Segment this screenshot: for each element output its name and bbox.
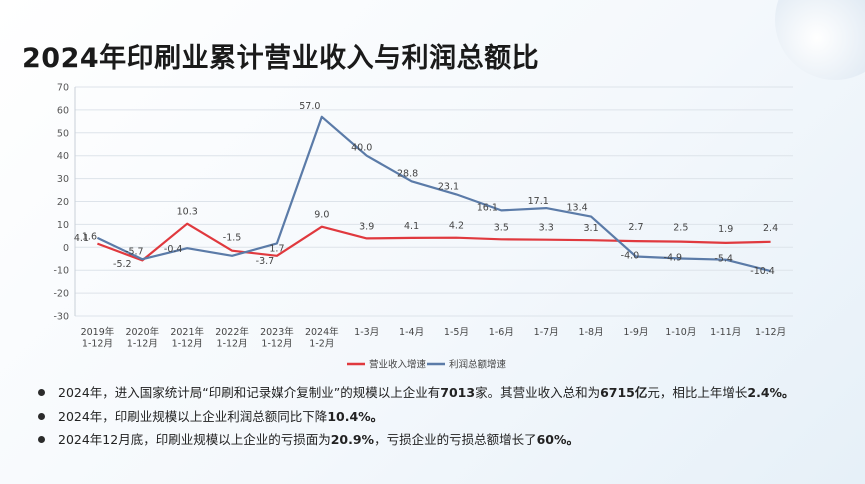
profit-data-label: 13.4 (566, 203, 587, 214)
profit-data-label: -4.0 (621, 250, 640, 261)
y-tick-label: -30 (53, 312, 69, 323)
profit-data-label: 4.1 (74, 233, 89, 244)
x-tick-label: 2020年 (125, 326, 159, 338)
bullet-dot-icon (38, 389, 45, 396)
y-tick-label: 60 (57, 105, 69, 116)
profit-data-label: -4.9 (664, 253, 683, 264)
bullet-dot-icon (38, 412, 45, 420)
x-tick-label: 1-8月 (579, 327, 604, 338)
page-title: 2024年印刷业累计营业收入与利润总额比 (22, 43, 540, 74)
profit-data-label: 1.7 (269, 243, 284, 254)
revenue-data-label: 1.6 (82, 232, 97, 243)
profit-data-label: 17.1 (528, 196, 549, 207)
revenue-data-label: 2.4 (763, 223, 778, 234)
y-tick-label: 70 (57, 83, 69, 94)
note-text: 2024年，进入国家统计局“印刷和记录媒介复制业”的规模以上企业有 (58, 385, 441, 400)
x-tick-label: 1-11月 (710, 327, 741, 338)
bullet-dot-icon (38, 436, 45, 443)
x-tick-label: 1-12月 (82, 339, 113, 350)
revenue-data-label: 2.5 (673, 223, 688, 234)
x-tick-label: 1-12月 (127, 339, 158, 350)
y-tick-label: 50 (57, 128, 69, 139)
revenue-data-label: -5.7 (125, 246, 144, 257)
revenue-data-label: 3.1 (584, 223, 599, 234)
note-text: 家。其营业收入总和为 (475, 385, 601, 400)
revenue-data-label: 3.3 (539, 223, 554, 234)
legend-label: 营业收入增速 (369, 359, 427, 371)
x-tick-label: 1-12月 (261, 339, 292, 350)
note-highlight: 7013 (440, 385, 476, 400)
note-item: 2024年，进入国家统计局“印刷和记录媒介复制业”的规模以上企业有7013家。其… (38, 381, 858, 405)
note-text: ，亏损企业的亏损总额增长了 (374, 432, 537, 447)
revenue-data-label: 4.1 (404, 221, 419, 232)
profit-data-label: 40.0 (351, 143, 372, 154)
x-tick-label: 2024年 (305, 326, 339, 338)
profit-data-label: 16.1 (477, 202, 498, 213)
profit-data-label: 23.1 (438, 181, 459, 192)
x-tick-label: 2023年 (260, 326, 294, 338)
x-tick-label: 2019年 (81, 326, 115, 338)
revenue-data-label: -1.5 (223, 233, 242, 244)
x-tick-label: 2022年 (215, 326, 249, 338)
revenue-data-label: 3.9 (359, 221, 374, 232)
x-tick-label: 1-4月 (399, 327, 424, 338)
revenue-data-label: 10.3 (177, 207, 198, 218)
x-tick-label: 1-7月 (534, 327, 559, 338)
x-tick-label: 1-3月 (354, 327, 379, 338)
note-text: 元，相比上年增长 (647, 385, 748, 400)
y-tick-label: -10 (53, 266, 69, 277)
y-tick-label: 30 (57, 174, 69, 185)
x-tick-label: 1-6月 (489, 327, 514, 338)
x-tick-label: 1-5月 (444, 327, 469, 338)
y-tick-label: 10 (57, 220, 69, 231)
notes-list: 2024年，进入国家统计局“印刷和记录媒介复制业”的规模以上企业有7013家。其… (38, 381, 858, 452)
x-tick-label: 1-2月 (309, 339, 334, 350)
x-tick-label: 1-12月 (217, 339, 248, 350)
y-tick-label: 0 (63, 243, 69, 254)
revenue-data-label: 2.7 (628, 222, 643, 233)
x-tick-label: 1-10月 (665, 327, 696, 338)
y-tick-label: 40 (57, 151, 69, 162)
note-text: 2024年，印刷业规模以上企业利润总额同比下降 (58, 408, 328, 424)
x-tick-label: 1-12月 (172, 339, 203, 350)
profit-data-label: -5.2 (113, 259, 132, 270)
x-tick-label: 1-12月 (755, 327, 786, 338)
profit-data-label: 28.8 (397, 168, 418, 179)
profit-data-label: -10.4 (750, 266, 775, 277)
revenue-data-label: 4.2 (449, 221, 464, 232)
profit-data-label: -0.4 (164, 244, 183, 255)
y-tick-label: 20 (57, 197, 69, 208)
note-item: 2024年12月底，印刷业规模以上企业的亏损面为20.9%，亏损企业的亏损总额增… (38, 428, 858, 452)
profit-growth-line (96, 115, 771, 273)
x-tick-label: 1-9月 (623, 327, 648, 338)
x-tick-label: 2021年 (170, 326, 204, 338)
legend-label: 利润总额增速 (449, 359, 507, 371)
note-highlight: 10.4%。 (327, 408, 384, 424)
revenue-data-label: 3.5 (494, 222, 509, 233)
y-tick-label: -20 (53, 289, 69, 300)
profit-data-label: -5.4 (714, 254, 733, 265)
revenue-data-label: -3.7 (256, 256, 275, 267)
note-highlight: 20.9% (330, 432, 375, 447)
revenue-data-label: 1.9 (718, 224, 733, 235)
line-chart: -30-20-100102030405060702019年1-12月2020年1… (53, 83, 793, 371)
note-item: 2024年，印刷业规模以上企业利润总额同比下降10.4%。 (38, 405, 858, 429)
revenue-data-label: 9.0 (314, 210, 329, 221)
note-text: 2024年12月底，印刷业规模以上企业的亏损面为 (58, 432, 331, 447)
note-highlight: 2.4%。 (747, 385, 795, 400)
note-highlight: 6715亿 (600, 385, 648, 400)
revenue-growth-line (97, 222, 771, 262)
profit-data-label: 57.0 (299, 101, 320, 112)
note-highlight: 60%。 (536, 432, 580, 447)
